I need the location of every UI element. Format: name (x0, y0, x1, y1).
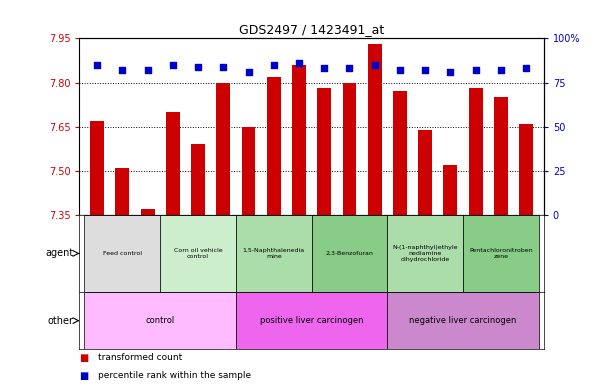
Bar (241, 127, 255, 215)
Title: GDS2497 / 1423491_at: GDS2497 / 1423491_at (239, 23, 384, 36)
Bar (267, 77, 280, 215)
Bar (317, 88, 331, 215)
Bar (419, 130, 432, 215)
Bar (494, 97, 508, 215)
Text: 1,5-Naphthalenedia
mine: 1,5-Naphthalenedia mine (243, 248, 305, 259)
Text: control: control (145, 316, 175, 325)
Bar (160, 215, 236, 292)
Point (345, 65, 354, 71)
Bar (216, 83, 230, 215)
Bar (463, 215, 539, 292)
Point (269, 62, 279, 68)
Bar (166, 112, 180, 215)
Bar (387, 215, 463, 292)
Text: Pentachloronitroben
zene: Pentachloronitroben zene (469, 248, 533, 259)
Point (92, 62, 102, 68)
Bar (84, 215, 160, 292)
Bar (236, 215, 312, 292)
Bar (368, 44, 382, 215)
Bar (90, 121, 104, 215)
Point (420, 67, 430, 73)
Text: positive liver carcinogen: positive liver carcinogen (260, 316, 364, 325)
Text: N-(1-naphthyl)ethyle
nediamine
dihydrochloride: N-(1-naphthyl)ethyle nediamine dihydroch… (392, 245, 458, 262)
Bar (141, 209, 155, 215)
Text: agent: agent (45, 248, 73, 258)
Text: Corn oil vehicle
control: Corn oil vehicle control (174, 248, 222, 259)
Point (395, 67, 405, 73)
Bar (519, 124, 533, 215)
Point (470, 67, 480, 73)
Text: other: other (47, 316, 73, 326)
Bar (236, 292, 387, 349)
Bar (84, 292, 236, 349)
Bar (444, 165, 458, 215)
Text: negative liver carcinogen: negative liver carcinogen (409, 316, 517, 325)
Point (143, 67, 153, 73)
Point (445, 69, 455, 75)
Text: Feed control: Feed control (103, 251, 142, 256)
Bar (393, 91, 407, 215)
Point (244, 69, 254, 75)
Text: ■: ■ (79, 371, 89, 381)
Bar (191, 144, 205, 215)
Point (294, 60, 304, 66)
Point (168, 62, 178, 68)
Bar (115, 168, 130, 215)
Text: percentile rank within the sample: percentile rank within the sample (98, 371, 251, 379)
Text: 2,3-Benzofuran: 2,3-Benzofuran (326, 251, 373, 256)
Point (521, 65, 531, 71)
Bar (387, 292, 539, 349)
Point (218, 64, 228, 70)
Bar (343, 83, 356, 215)
Point (370, 62, 379, 68)
Bar (292, 65, 306, 215)
Point (117, 67, 127, 73)
Point (496, 67, 506, 73)
Text: ■: ■ (79, 353, 89, 363)
Bar (312, 215, 387, 292)
Bar (469, 88, 483, 215)
Point (320, 65, 329, 71)
Text: transformed count: transformed count (98, 353, 182, 362)
Point (193, 64, 203, 70)
